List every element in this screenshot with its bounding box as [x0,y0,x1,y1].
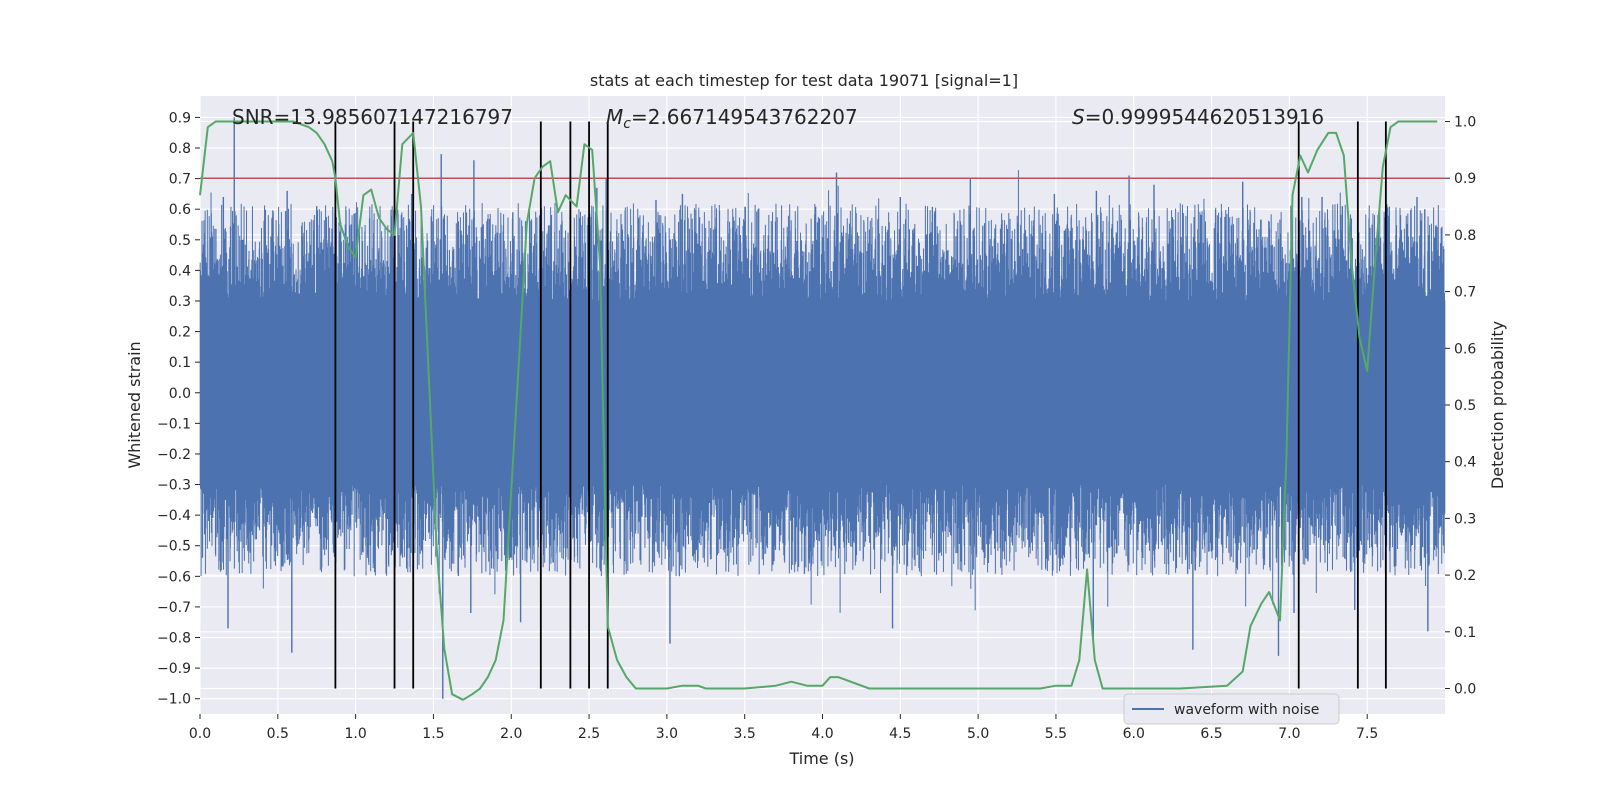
score-value: =0.9999544620513916 [1085,105,1324,129]
vertical-markers [334,121,1387,689]
y-tick-label: 0.5 [169,233,191,249]
x-tick-label: 7.5 [1356,726,1378,742]
y-tick-label: −0.7 [157,600,191,616]
y-tick-label: 0.6 [169,202,191,218]
x-tick-label: 6.0 [1123,726,1145,742]
y-tick-label: −0.5 [157,539,191,555]
legend-box [1123,693,1340,725]
y-axis-ticks: 0.9 0.8 0.7 0.6 0.5 0.4 0.3 0.2 0.1 0.0 −0.1 −0.2 −0… [157,110,200,708]
y-tick-label: 0.2 [169,325,191,341]
y2-tick-label: 0.0 [1454,681,1476,697]
x-tick-label: 5.0 [967,726,989,742]
y-tick-label: −0.2 [157,447,191,463]
y2-tick-label: 0.7 [1454,285,1476,301]
legend-label: waveform with noise [1174,702,1319,718]
chirp-mass-annotation: Mc=2.667149543762207 [606,105,858,132]
x-tick-label: 1.0 [344,726,366,742]
y2-tick-label: 0.8 [1454,228,1476,244]
x-axis-ticks: 0.0 0.5 1.0 1.5 2.0 2.5 3.0 3.5 4.0 4.5 5.0 5.5 6.0 6… [189,714,1378,742]
x-tick-label: 4.5 [889,726,911,742]
x-tick-label: 2.5 [578,726,600,742]
y-tick-label: 0.3 [169,294,191,310]
y2-tick-label: 0.9 [1454,171,1476,187]
y2-tick-label: 0.3 [1454,511,1476,527]
chirp-mass-symbol: M [606,105,623,129]
y-axis-label: Whitened strain [125,341,144,468]
y-tick-label: −1.0 [157,692,191,708]
waveform-core [200,300,1445,485]
y-tick-label: −0.8 [157,631,191,647]
chart-title: stats at each timestep for test data 190… [590,71,1018,90]
y2-tick-label: 0.2 [1454,568,1476,584]
x-tick-label: 3.0 [656,726,678,742]
x-tick-label: 3.5 [734,726,756,742]
y2-tick-label: 0.1 [1454,625,1476,641]
y2-axis-label: Detection probability [1488,321,1507,489]
y-tick-label: 0.0 [169,386,191,402]
y2-tick-label: 0.6 [1454,341,1476,357]
y-tick-label: 0.4 [169,263,191,279]
x-tick-label: 6.5 [1200,726,1222,742]
x-axis-label: Time (s) [788,749,854,768]
score-annotation: S=0.9999544620513916 [1072,105,1324,129]
x-tick-label: 0.0 [189,726,211,742]
y-tick-label: 0.7 [169,172,191,188]
x-tick-label: 2.0 [500,726,522,742]
waveform-series [199,117,1446,699]
y-tick-label: −0.9 [157,661,191,677]
x-tick-label: 1.5 [422,726,444,742]
y2-axis-ticks: 1.0 0.9 0.8 0.7 0.6 0.5 0.4 0.3 0.2 0.1 0.0 [1445,115,1476,697]
x-tick-label: 7.0 [1278,726,1300,742]
y2-tick-label: 0.4 [1454,455,1476,471]
y-tick-label: 0.8 [169,141,191,157]
snr-annotation: SNR=13.985607147216797 [232,105,513,129]
legend: waveform with noise [1123,693,1340,725]
chirp-mass-value: =2.667149543762207 [631,105,858,129]
probability-line [199,120,1438,701]
chirp-mass-subscript: c [623,116,631,132]
y2-tick-label: 1.0 [1454,115,1476,131]
y-tick-label: −0.6 [157,569,191,585]
y-tick-label: −0.3 [157,478,191,494]
y-tick-label: 0.1 [169,355,191,371]
y-tick-label: −0.4 [157,508,191,524]
probability-series [199,120,1438,701]
x-tick-label: 5.5 [1045,726,1067,742]
y-tick-label: 0.9 [169,110,191,126]
y2-tick-label: 0.5 [1454,398,1476,414]
x-tick-label: 0.5 [267,726,289,742]
x-tick-label: 4.0 [811,726,833,742]
score-symbol: S [1072,105,1085,129]
y-tick-label: −0.1 [157,416,191,432]
